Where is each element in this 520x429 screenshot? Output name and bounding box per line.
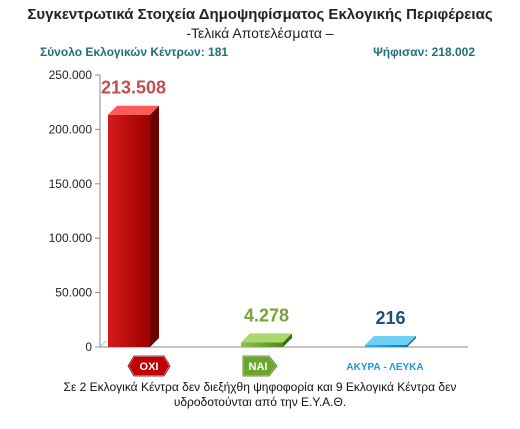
bar-yes (241, 342, 283, 347)
chart-title: Συγκεντρωτικά Στοιχεία Δημοψηφίσματος Εκ… (27, 6, 493, 23)
bar-no (108, 114, 150, 347)
footnote-line-2: υδροδοτούνται από την Ε.Υ.Α.Θ. (173, 395, 347, 409)
category-no: ΟΧΙ (127, 355, 171, 377)
category-yes-label: ΝΑΙ (249, 361, 268, 373)
bar-blank-top (365, 336, 416, 345)
y-tick-label: 100.000 (49, 231, 93, 245)
category-no-outline (127, 355, 171, 377)
value-labels: 213.508 4.278 216 (101, 78, 406, 328)
category-blank-label: ΑΚΥΡΑ - ΛΕΥΚΑ (346, 362, 423, 373)
bar-blank (365, 345, 407, 347)
category-yes-outline (242, 355, 278, 377)
category-blank: ΑΚΥΡΑ - ΛΕΥΚΑ (346, 362, 423, 373)
bar-blank-side (407, 336, 416, 347)
bars (108, 105, 416, 347)
value-label-no: 213.508 (101, 78, 166, 98)
x-axis-depth (99, 340, 107, 348)
y-ticks: 0 50.000 100.000 150.000 200.000 250.000 (49, 68, 100, 354)
footnote: Σε 2 Εκλογικά Κέντρα δεν διεξήχθη ψηφοφο… (0, 380, 520, 410)
chart-subtitle: -Τελικά Αποτελέσματα – (186, 25, 334, 41)
y-tick-label: 200.000 (49, 122, 93, 136)
category-no-label: ΟΧΙ (140, 361, 159, 373)
footnote-line-1: Σε 2 Εκλογικά Κέντρα δεν διεξήχθη ψηφοφο… (63, 380, 457, 394)
bar-yes-side (283, 333, 292, 347)
total-centers-stat: Σύνολο Εκλογικών Κέντρων: 181 (40, 45, 229, 59)
value-label-blank: 216 (375, 308, 405, 328)
bar-no-top (108, 105, 159, 115)
bar-yes-top (241, 333, 292, 343)
y-tick-label: 150.000 (49, 177, 93, 191)
bar-no-side (150, 105, 159, 347)
value-label-yes: 4.278 (244, 305, 289, 325)
voted-stat: Ψήφισαν: 218.002 (373, 45, 475, 59)
y-tick-label: 250.000 (49, 68, 93, 82)
category-yes: ΝΑΙ (242, 355, 278, 377)
y-tick-label: 0 (85, 340, 92, 354)
y-tick-label: 50.000 (55, 286, 92, 300)
